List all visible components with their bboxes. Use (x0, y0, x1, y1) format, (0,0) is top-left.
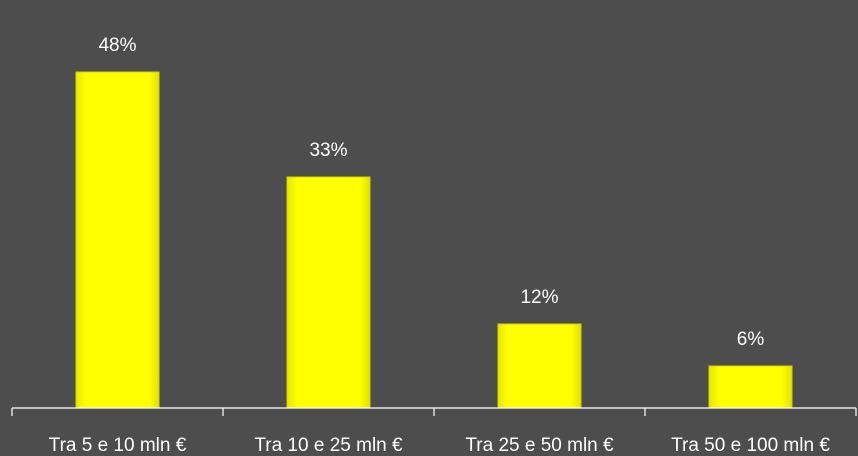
x-axis: Tra 5 e 10 mln € Tra 10 e 25 mln € Tra 25 … (12, 408, 856, 456)
data-label: 12% (520, 287, 558, 308)
x-tick-label: Tra 5 e 10 mln € (49, 435, 187, 456)
x-tick-label: Tra 50 e 100 mln € (671, 435, 830, 456)
bars-layer (76, 72, 792, 408)
bar (287, 177, 370, 408)
data-label: 33% (309, 140, 347, 161)
data-labels-layer: 48% 33% 12% 6% (98, 35, 764, 350)
data-label: 6% (737, 329, 765, 350)
bar (76, 72, 159, 408)
data-label: 48% (98, 35, 136, 56)
bar (709, 366, 792, 408)
bar (498, 324, 581, 408)
x-tick-label: Tra 10 e 25 mln € (254, 435, 403, 456)
x-tick-label: Tra 25 e 50 mln € (465, 435, 614, 456)
